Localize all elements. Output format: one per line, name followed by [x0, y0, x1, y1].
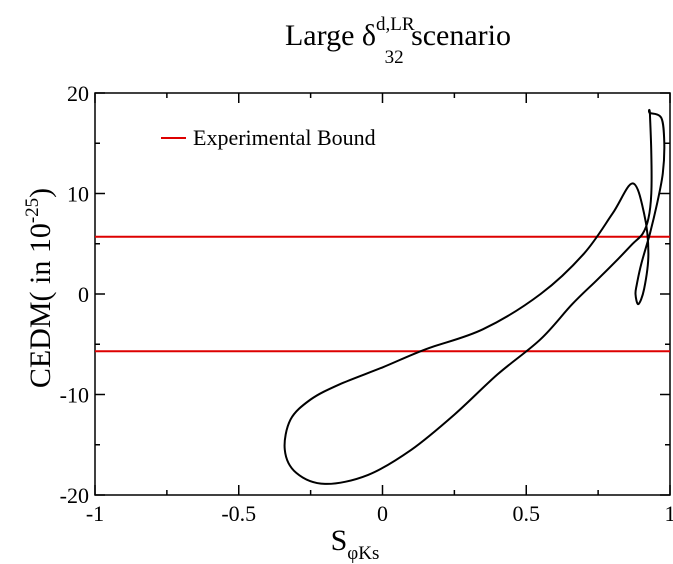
x-tick-label: 0.5	[513, 501, 541, 526]
legend-label-bound: Experimental Bound	[193, 125, 376, 150]
y-tick-label: 10	[67, 182, 89, 207]
axis-tick-labels: -1 -0.5 0 0.5 1 -20 -10 0 10 20	[60, 81, 673, 526]
bound-lines	[95, 235, 670, 353]
x-axis-label-subscript: φKs	[347, 543, 379, 564]
y-axis-label: CEDM( in 10-25)	[22, 188, 57, 388]
x-tick-label: -0.5	[221, 501, 256, 526]
x-tick-label: 1	[665, 501, 673, 526]
y-axis-label-superscript: -25	[22, 198, 43, 223]
y-tick-label: -10	[60, 383, 89, 408]
y-tick-label: 0	[78, 282, 89, 307]
x-axis-label: SφKs	[331, 524, 380, 564]
cedm-curve	[283, 108, 666, 485]
title-superscript: d,LR	[376, 14, 415, 35]
y-tick-label: -20	[60, 483, 89, 508]
chart-title: Large δd,LR 32 scenario	[285, 14, 511, 68]
axis-ticks	[94, 92, 671, 496]
x-tick-label: 0	[377, 501, 388, 526]
title-subscript: 32	[385, 47, 404, 68]
y-tick-label: 20	[67, 81, 89, 106]
legend: Experimental Bound	[161, 125, 376, 150]
x-tick-label: -1	[86, 501, 104, 526]
